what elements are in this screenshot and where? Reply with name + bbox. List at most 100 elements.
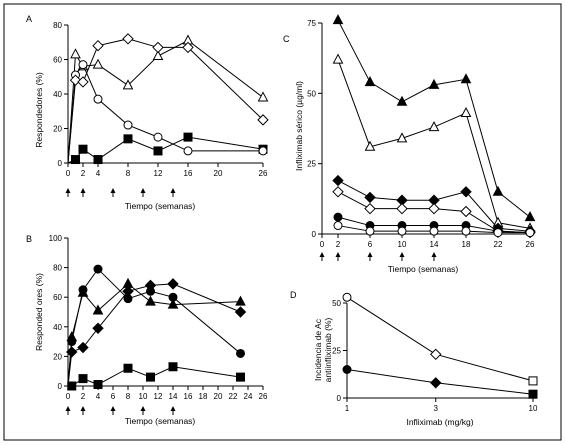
panel-b-series-4-point <box>234 306 247 318</box>
panel-a-series-1-point <box>93 155 103 165</box>
panel-a-series-4-point <box>69 74 82 86</box>
panel-a-series-3-point <box>183 146 193 156</box>
panel-b-ylabel: Responded ores (%) <box>34 273 44 351</box>
panel-a-xtick-label: 26 <box>259 169 268 178</box>
panel-c-xtick-label: 0 <box>320 240 325 249</box>
panel-c-series-1-point <box>460 73 472 84</box>
panel-d-xlabel: Infliximab (mg/kg) <box>406 417 473 427</box>
panel-b-infusion-arrow-head <box>110 406 116 411</box>
panel-a-series-4-point <box>122 33 134 45</box>
panel-a-infusion-arrow-head <box>80 188 86 193</box>
panel-a-series-4-point <box>257 114 269 126</box>
panel-a-series-1-point <box>78 144 88 154</box>
panel-a-series-3-point <box>153 132 163 142</box>
panel-b-xtick-label: 20 <box>214 392 223 401</box>
panel-a-ytick-label: 20 <box>53 125 62 134</box>
panel-a-infusion-arrow-head <box>110 188 116 193</box>
panel-a-xtick-label: 4 <box>96 169 101 178</box>
panel-c-letter: C <box>283 34 290 44</box>
panel-b-ytick-label: 60 <box>53 293 62 302</box>
panel-a-letter: A <box>26 14 32 24</box>
panel-d-series-1-point <box>430 348 442 361</box>
panel-a-series-3-point <box>258 146 268 156</box>
panel-b-series-4-point <box>66 346 78 358</box>
panel-c-infusion-arrow-head <box>399 252 405 257</box>
panel-c-infusion-arrow-head <box>319 252 325 257</box>
panel-d-ylabel-line2: antiinfliximab (%) <box>323 317 333 382</box>
panel-c-series-6-point <box>461 226 471 236</box>
panel-b-xtick-label: 2 <box>81 392 86 401</box>
panel-b-infusion-arrow-head <box>170 406 176 411</box>
panel-a-chart: 0 20 40 60 80 0 2 4 8 12 16 20 26 <box>53 21 269 197</box>
panel-b-series-4-point <box>144 279 157 292</box>
panel-a-infusion-arrow-head <box>65 188 71 193</box>
panel-b-xtick-label: 22 <box>229 392 238 401</box>
panel-c-series-3-point <box>460 186 472 198</box>
panel-d-xtick-label: 10 <box>529 404 538 413</box>
panel-a-xtick-label: 8 <box>126 169 131 178</box>
panel-a-series-1-point <box>153 146 163 156</box>
panel-c-series-4-point <box>460 205 472 218</box>
panel-d-series-2-point <box>528 389 538 399</box>
panel-a-series-4-point <box>152 41 164 54</box>
panel-b-series-2-point <box>235 295 246 306</box>
panel-a-series-2-point <box>92 58 104 69</box>
panel-c-series-2-point <box>396 132 408 143</box>
panel-b-series-1-point <box>93 380 103 390</box>
panel-b-xlabel: Tiempo (semanas) <box>125 416 196 426</box>
panel-b-letter: B <box>26 234 32 244</box>
panel-d-series-1-point <box>342 292 352 302</box>
panel-a-xtick-label: 12 <box>154 169 163 178</box>
panel-b-xtick-label: 10 <box>139 392 148 401</box>
panel-d-xtick-label: 1 <box>345 404 350 413</box>
panel-b-series-2-point <box>92 304 104 315</box>
panel-a-xtick-label: 2 <box>81 169 86 178</box>
panel-b-series-2-point <box>167 298 179 309</box>
panel-b-ytick-label: 80 <box>53 264 62 273</box>
panel-c-ytick-label: 50 <box>307 89 316 98</box>
panel-c-series-6-point <box>333 221 343 231</box>
panel-c-infusion-arrow-head <box>431 252 437 257</box>
panel-a-series-3-point <box>123 120 133 130</box>
panel-c-ytick-label: 25 <box>307 160 316 169</box>
panel-a-series-1-point <box>183 132 193 142</box>
panel-c-series-5-point <box>333 212 343 222</box>
panel-a-ytick-label: 60 <box>53 56 62 65</box>
panel-a-series-1-point <box>71 155 80 165</box>
panel-c-xtick-label: 18 <box>462 240 471 249</box>
panel-b-series-1-point <box>67 381 77 391</box>
panel-d-series-1-point <box>528 376 538 386</box>
panel-b-xtick-label: 4 <box>96 392 101 401</box>
panel-d-ylabel-line1: Incidencia de Ac <box>313 318 323 381</box>
panel-b-series-2-point <box>145 295 156 306</box>
panel-b-xtick-label: 6 <box>111 392 116 401</box>
panel-a-xtick-label: 16 <box>184 169 193 178</box>
panel-b-xtick-label: 0 <box>66 392 71 401</box>
panel-b-series-4-point <box>77 341 89 354</box>
panel-d-ytick-label: 0 <box>337 394 342 403</box>
panel-b-ytick-label: 40 <box>53 323 62 332</box>
panel-b-series-4-point <box>122 285 134 297</box>
panel-c-series-6-point <box>429 226 439 236</box>
panel-a-xlabel: Tiempo (semanas) <box>125 201 196 211</box>
panel-b-series-3-point <box>93 264 103 274</box>
panel-a-series-3-point <box>93 94 103 104</box>
panel-d-letter: D <box>290 290 297 300</box>
panel-b-xtick-label: 18 <box>199 392 208 401</box>
panel-a-series-2-point <box>257 91 269 102</box>
panel-b-series-1-point <box>146 372 155 382</box>
panel-c-ytick-label: 0 <box>312 230 317 239</box>
panel-b-xtick-label: 8 <box>126 392 131 401</box>
panel-b-series-2-line <box>67 283 241 387</box>
panel-a-series-4-point <box>92 39 104 52</box>
panel-c-ylabel: Infliximab sérico (µg/ml) <box>294 81 304 171</box>
panel-a-series-4-point <box>182 41 194 54</box>
panel-b-xtick-label: 16 <box>184 392 193 401</box>
panel-c-series-4-point <box>332 186 344 198</box>
panel-b-infusion-arrow-head <box>140 406 146 411</box>
panel-c-series-4-point <box>396 202 408 215</box>
panel-b-series-1-point <box>168 362 178 372</box>
panel-b-series-3-point <box>168 292 178 302</box>
